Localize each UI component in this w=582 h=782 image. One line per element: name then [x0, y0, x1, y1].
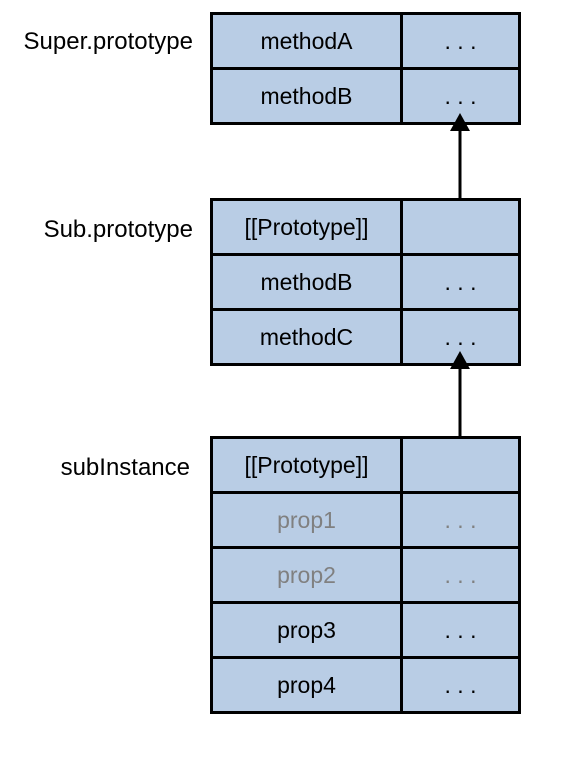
cell-prototype-slot: [[Prototype]] — [213, 439, 403, 491]
cell-property: prop2 — [213, 549, 403, 601]
cell-arrow-origin — [403, 201, 518, 253]
table-row: methodC . . . — [210, 311, 521, 366]
table-row: [[Prototype]] — [210, 198, 521, 256]
label-sub-prototype: Sub.prototype — [20, 216, 193, 244]
table-row: prop2 . . . — [210, 549, 521, 604]
table-super-prototype: methodA . . . methodB . . . — [210, 12, 521, 125]
prototype-chain-diagram: Super.prototype methodA . . . methodB . … — [0, 0, 582, 782]
table-sub-prototype: [[Prototype]] methodB . . . methodC . . … — [210, 198, 521, 366]
table-row: prop4 . . . — [210, 659, 521, 714]
cell-property: prop4 — [213, 659, 403, 711]
cell-ellipsis: . . . — [403, 549, 518, 601]
cell-method: methodC — [213, 311, 403, 363]
table-row: [[Prototype]] — [210, 436, 521, 494]
cell-prototype-slot: [[Prototype]] — [213, 201, 403, 253]
cell-ellipsis: . . . — [403, 15, 518, 67]
cell-ellipsis: . . . — [403, 494, 518, 546]
cell-method: methodA — [213, 15, 403, 67]
table-row: prop1 . . . — [210, 494, 521, 549]
label-subinstance: subInstance — [40, 454, 190, 482]
table-row: methodA . . . — [210, 12, 521, 70]
label-super-prototype: Super.prototype — [5, 28, 193, 56]
cell-method: methodB — [213, 256, 403, 308]
cell-ellipsis: . . . — [403, 256, 518, 308]
cell-ellipsis: . . . — [403, 659, 518, 711]
cell-property: prop1 — [213, 494, 403, 546]
table-row: methodB . . . — [210, 256, 521, 311]
table-row: prop3 . . . — [210, 604, 521, 659]
table-row: methodB . . . — [210, 70, 521, 125]
cell-property: prop3 — [213, 604, 403, 656]
cell-arrow-origin — [403, 439, 518, 491]
cell-ellipsis: . . . — [403, 604, 518, 656]
cell-method: methodB — [213, 70, 403, 122]
table-subinstance: [[Prototype]] prop1 . . . prop2 . . . pr… — [210, 436, 521, 714]
